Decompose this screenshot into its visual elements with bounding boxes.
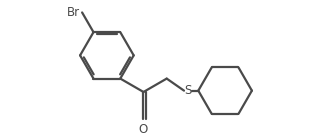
Text: Br: Br — [67, 6, 80, 19]
Text: O: O — [139, 123, 148, 136]
Text: S: S — [184, 84, 191, 97]
